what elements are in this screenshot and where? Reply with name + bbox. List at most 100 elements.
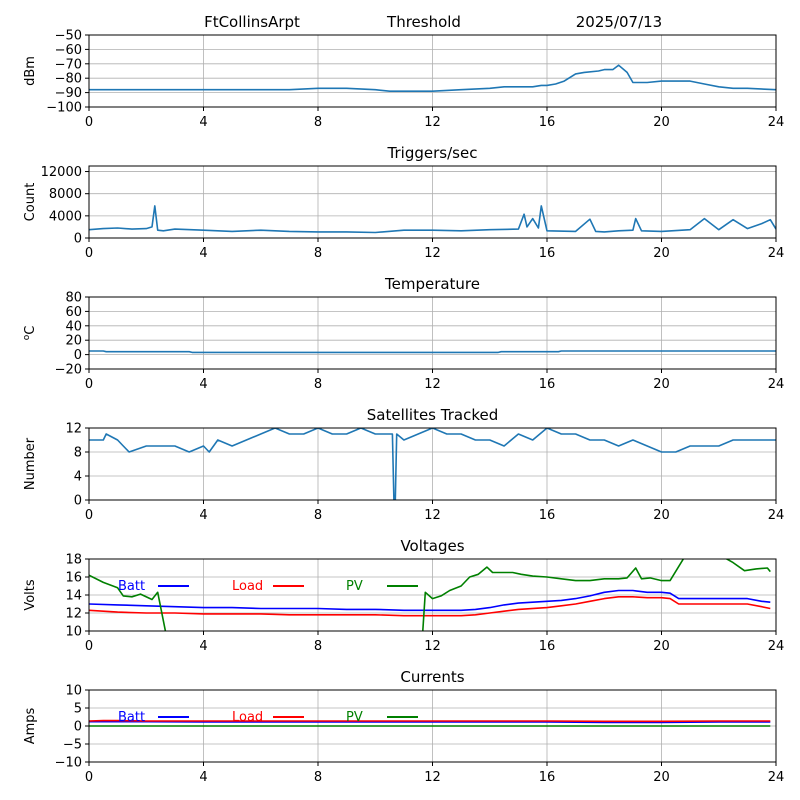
y-tick-label: 8000	[49, 187, 82, 202]
x-tick-label: 12	[424, 115, 441, 130]
panel-6: 0 4 8 12 16 20 24 −10 −5 0 5 10 Currents Amps Batt Load…	[23, 668, 784, 785]
x-tick-label: 0	[85, 770, 93, 785]
y-tick-label: 12	[65, 607, 82, 622]
x-tick-label: 12	[424, 639, 441, 654]
panel-title: Satellites Tracked	[367, 406, 498, 424]
y-axis-label: Number	[23, 437, 38, 490]
x-tick-label: 20	[653, 639, 670, 654]
x-tick-label: 12	[424, 770, 441, 785]
x-tick-label: 4	[199, 377, 207, 392]
x-tick-label: 0	[85, 639, 93, 654]
x-tick-label: 24	[768, 115, 785, 130]
legend-label-batt: Batt	[118, 579, 145, 594]
panel-title: Currents	[400, 668, 464, 686]
y-tick-label: 16	[65, 571, 82, 586]
y-axis-label: dBm	[23, 56, 38, 86]
x-tick-label: 16	[539, 770, 556, 785]
x-tick-label: 16	[539, 508, 556, 523]
y-tick-label: −5	[63, 738, 82, 753]
legend-label-load: Load	[232, 710, 263, 725]
y-tick-label: 0	[74, 348, 82, 363]
x-tick-label: 12	[424, 246, 441, 261]
x-tick-label: 8	[314, 115, 322, 130]
x-tick-label: 16	[539, 246, 556, 261]
y-tick-label: 4	[74, 470, 82, 485]
y-tick-label: 12000	[41, 165, 82, 180]
y-tick-label: 12	[65, 422, 82, 437]
x-tick-label: 4	[199, 246, 207, 261]
x-tick-label: 24	[768, 377, 785, 392]
x-tick-label: 0	[85, 115, 93, 130]
date-title: 2025/07/13	[576, 13, 662, 31]
y-tick-label: 5	[74, 702, 82, 717]
x-tick-label: 0	[85, 246, 93, 261]
y-tick-label: 20	[65, 334, 82, 349]
x-tick-label: 8	[314, 246, 322, 261]
x-tick-label: 24	[768, 770, 785, 785]
y-tick-label: 18	[65, 553, 82, 568]
x-tick-label: 16	[539, 377, 556, 392]
x-tick-label: 4	[199, 639, 207, 654]
series-line-load	[89, 595, 771, 617]
panel-title: Temperature	[384, 275, 480, 293]
x-tick-label: 4	[199, 508, 207, 523]
y-tick-label: 40	[65, 319, 82, 334]
legend-label-load: Load	[232, 579, 263, 594]
y-tick-label: 0	[74, 232, 82, 247]
panel-4: 0 4 8 12 16 20 24 0 4 8 12 Satellites Tracked Number	[23, 406, 784, 523]
station-title: FtCollinsArpt	[204, 13, 300, 31]
x-tick-label: 24	[768, 246, 785, 261]
x-tick-label: 8	[314, 508, 322, 523]
x-tick-label: 8	[314, 639, 322, 654]
series-line-1	[89, 64, 776, 92]
x-tick-label: 12	[424, 377, 441, 392]
y-axis-label: Volts	[23, 579, 38, 611]
x-tick-label: 16	[539, 639, 556, 654]
panel-title: Voltages	[400, 537, 464, 555]
panel-2: 0 4 8 12 16 20 24 0 4000 8000 12000 Triggers/sec Cou…	[23, 144, 784, 261]
x-tick-label: 4	[199, 770, 207, 785]
mode-title: Threshold	[386, 13, 461, 31]
x-tick-label: 0	[85, 377, 93, 392]
legend-label-pv: PV	[346, 579, 363, 594]
y-tick-label: −10	[55, 756, 82, 771]
series-line-batt	[89, 589, 771, 612]
y-tick-label: 8	[74, 446, 82, 461]
series-line-load	[89, 719, 771, 723]
x-tick-label: 24	[768, 508, 785, 523]
x-tick-label: 4	[199, 115, 207, 130]
series-line-1	[89, 428, 776, 500]
x-tick-label: 16	[539, 115, 556, 130]
y-tick-label: 80	[65, 291, 82, 306]
y-tick-label: 10	[65, 625, 82, 640]
x-tick-label: 8	[314, 377, 322, 392]
panel-1: 0 4 8 12 16 20 24 −100−90−80−70−60−50 dBm	[23, 29, 784, 131]
y-axis-label: Amps	[23, 707, 38, 744]
x-tick-label: 0	[85, 508, 93, 523]
series-line-1	[89, 350, 776, 354]
x-tick-label: 20	[653, 115, 670, 130]
series-line-pv	[89, 559, 771, 631]
y-tick-label: −50	[55, 29, 82, 44]
y-tick-label: −20	[55, 363, 82, 378]
x-tick-label: 24	[768, 639, 785, 654]
series-line-1	[89, 205, 776, 234]
legend-label-batt: Batt	[118, 710, 145, 725]
legend-label-pv: PV	[346, 710, 363, 725]
panel-title: Triggers/sec	[387, 144, 478, 162]
y-tick-label: 14	[65, 589, 82, 604]
y-tick-label: −90	[55, 86, 82, 101]
y-tick-label: 4000	[49, 209, 82, 224]
y-tick-label: 10	[65, 684, 82, 699]
y-axis-label: oC	[22, 326, 38, 341]
panel-5: 0 4 8 12 16 20 24 10 12 14 16 18 Voltages Volts Batt Lo…	[23, 537, 784, 654]
y-tick-label: 0	[74, 494, 82, 509]
y-tick-label: 60	[65, 305, 82, 320]
x-tick-label: 20	[653, 246, 670, 261]
y-tick-label: −80	[55, 72, 82, 87]
x-tick-label: 20	[653, 770, 670, 785]
x-tick-label: 8	[314, 770, 322, 785]
